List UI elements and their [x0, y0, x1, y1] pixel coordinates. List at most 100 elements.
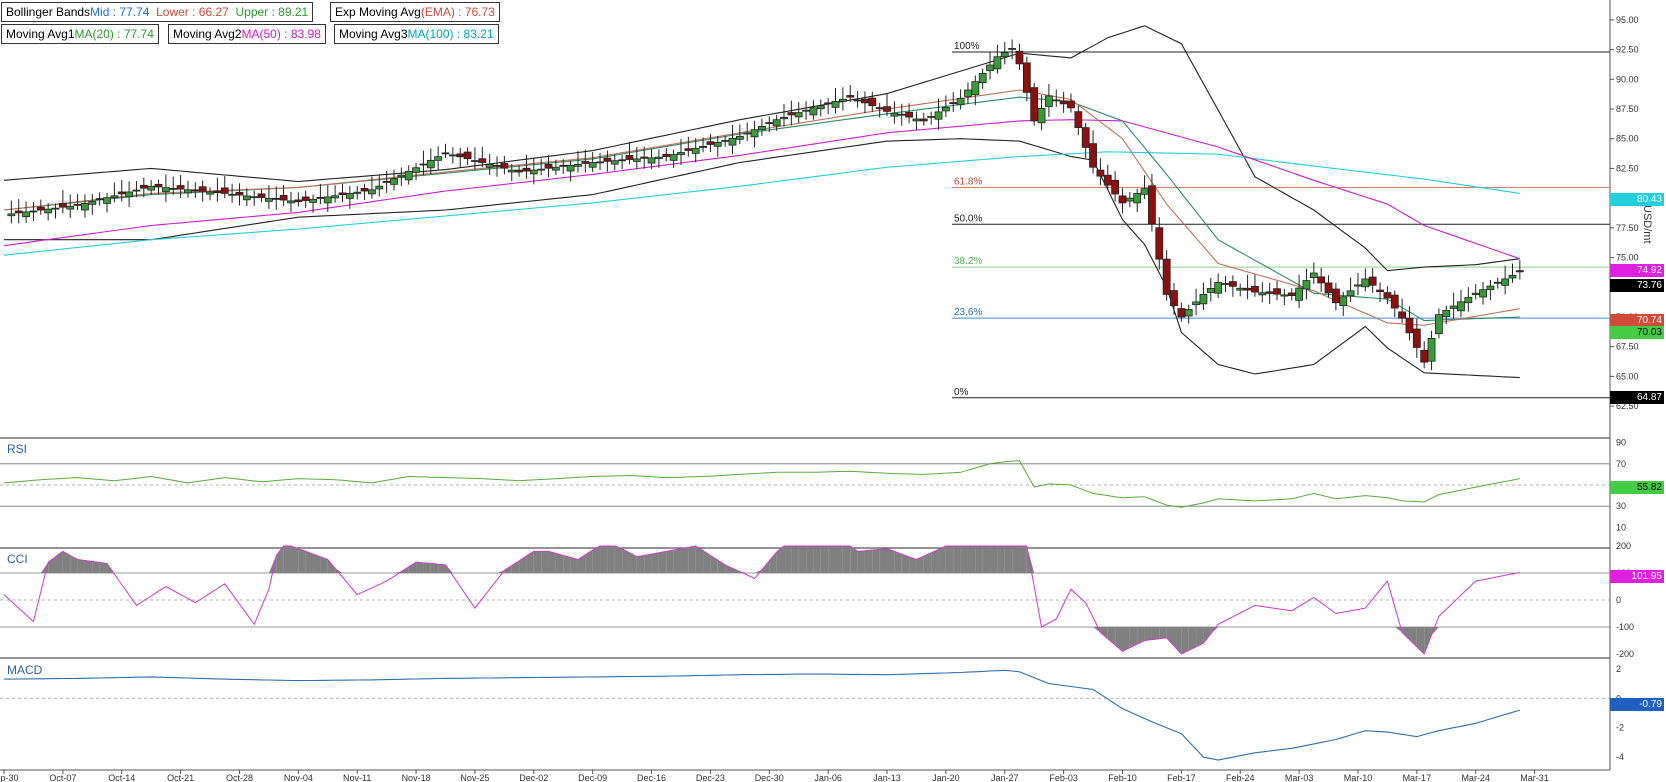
- candle-down: [154, 183, 163, 188]
- candle-down: [1324, 282, 1333, 294]
- candle-up: [610, 160, 619, 165]
- candle-down: [198, 186, 207, 192]
- candle-down: [1420, 349, 1429, 363]
- cci-fill: [725, 564, 733, 573]
- date-label: Feb-17: [1167, 773, 1196, 782]
- candle-up: [596, 161, 604, 164]
- candle-down: [338, 192, 347, 195]
- candle-down: [58, 202, 67, 208]
- candle-down: [1103, 174, 1112, 186]
- candle-up: [1037, 108, 1046, 124]
- candle-up: [758, 125, 766, 131]
- legend-ma3: Moving Avg3MA(100) : 83.21: [334, 24, 499, 44]
- candle-up: [1133, 192, 1142, 204]
- cci-fill: [563, 555, 571, 573]
- candle-down: [522, 167, 531, 172]
- cci-fill: [577, 554, 586, 573]
- candle-down: [824, 102, 833, 105]
- date-label: Sep-30: [0, 773, 19, 782]
- cci-tick-label: -100: [1616, 622, 1634, 632]
- candle-up: [103, 197, 111, 204]
- candle-down: [559, 164, 568, 167]
- legend-bollinger-name: Bollinger Bands: [6, 5, 91, 19]
- legend-ma3-name: Moving Avg3: [339, 27, 408, 41]
- candle-up: [964, 89, 972, 97]
- candle-down: [279, 195, 288, 201]
- cci-fill: [1166, 627, 1174, 646]
- cci-fill: [761, 560, 770, 573]
- cci-fill: [614, 546, 623, 573]
- price-tag-ma20: 70.03: [1610, 326, 1664, 339]
- legend-ema: Exp Moving Avg(EMA) : 76.73: [330, 2, 500, 22]
- date-label: Dec-30: [755, 773, 784, 782]
- macd-tick-label: 2: [1616, 664, 1621, 674]
- cci-fill: [945, 546, 954, 573]
- ma50-line: [3, 119, 1520, 260]
- cci-fill: [92, 561, 100, 573]
- cci-fill: [1026, 546, 1035, 573]
- date-label: Mar-10: [1344, 773, 1373, 782]
- candle-up: [375, 185, 384, 190]
- date-label: Oct-21: [167, 773, 194, 782]
- candle-down: [868, 97, 877, 107]
- cci-fill: [636, 555, 645, 573]
- legend-bollinger: Bollinger BandsMid : 77.74 Lower : 66.27…: [1, 2, 314, 22]
- price-tick-label: 67.50: [1616, 342, 1639, 352]
- candle-up: [978, 72, 987, 84]
- rsi-line: [3, 460, 1520, 508]
- cci-fill: [1137, 627, 1145, 645]
- candle-up: [1140, 188, 1149, 195]
- date-label: Jan-06: [814, 773, 842, 782]
- cci-fill: [1115, 627, 1123, 652]
- candle-down: [684, 148, 693, 151]
- candle-up: [161, 187, 170, 193]
- legend-ma3-value: MA(100) : 83.21: [407, 27, 494, 41]
- candle-up: [721, 139, 730, 142]
- candle-down: [316, 197, 325, 199]
- candle-down: [456, 153, 465, 158]
- candle-up: [647, 157, 656, 164]
- candle-up: [323, 196, 332, 204]
- candle-down: [787, 112, 796, 116]
- cci-fill: [600, 546, 608, 573]
- cci-fill: [1394, 627, 1403, 633]
- candle-down: [765, 122, 774, 124]
- candle-up: [287, 200, 295, 204]
- candle-down: [905, 111, 913, 118]
- cci-fill: [1196, 627, 1204, 647]
- candle-up: [537, 168, 546, 171]
- candle-up: [110, 195, 119, 199]
- date-label: Mar-17: [1403, 773, 1432, 782]
- legend-bollinger-mid: Mid : 77.74: [90, 5, 150, 19]
- candle-down: [1515, 270, 1524, 273]
- candle-up: [971, 81, 980, 96]
- candle-up: [1486, 285, 1495, 291]
- candle-down: [1059, 100, 1068, 105]
- cci-fill: [960, 546, 968, 573]
- cci-fill: [438, 564, 446, 573]
- candle-up: [206, 191, 214, 195]
- candle-down: [1170, 290, 1178, 307]
- candle-down: [500, 163, 509, 169]
- candle-up: [169, 187, 178, 190]
- cci-fill: [879, 548, 888, 573]
- candle-up: [1008, 48, 1017, 50]
- cci-fill: [48, 556, 56, 573]
- macd-tick-label: -2: [1616, 723, 1624, 733]
- cci-fill: [320, 556, 328, 573]
- legend-bollinger-upper: Upper : 89.21: [235, 5, 309, 19]
- fib-level-label: 50.0%: [954, 213, 982, 224]
- cci-fill: [1409, 627, 1417, 647]
- candle-down: [1089, 143, 1097, 168]
- candle-up: [1184, 309, 1193, 317]
- date-label: Mar-03: [1285, 773, 1314, 782]
- cci-fill: [769, 552, 777, 573]
- cci-fill: [1004, 546, 1013, 573]
- candle-up: [1199, 294, 1208, 305]
- candle-up: [1309, 272, 1318, 279]
- cci-fill: [967, 546, 976, 573]
- candle-up: [1471, 292, 1480, 296]
- cci-fill: [592, 546, 601, 573]
- rsi-pane-title: RSI: [7, 442, 28, 456]
- candle-down: [1376, 289, 1384, 293]
